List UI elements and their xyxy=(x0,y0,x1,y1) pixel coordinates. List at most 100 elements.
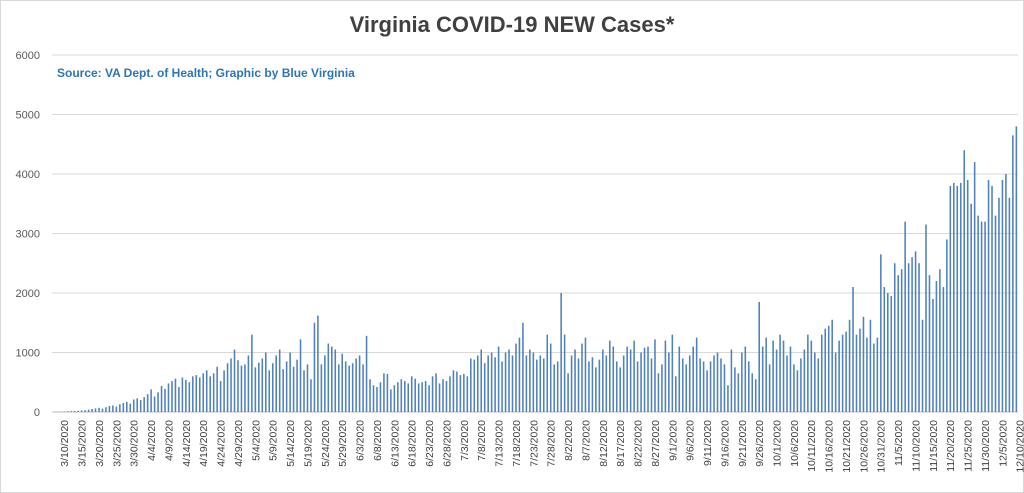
bar xyxy=(181,377,184,412)
bar xyxy=(869,319,872,412)
bar xyxy=(275,355,277,412)
x-tick-label: 10/11/2020 xyxy=(806,420,818,472)
bar xyxy=(1001,179,1004,412)
bar xyxy=(299,339,302,412)
bar xyxy=(956,185,959,412)
bar xyxy=(553,364,555,412)
x-tick-label: 9/16/2020 xyxy=(719,420,731,467)
bar xyxy=(101,408,104,412)
bar xyxy=(914,251,917,412)
bar xyxy=(862,316,865,412)
bar xyxy=(483,363,486,412)
bar xyxy=(748,361,750,412)
bar xyxy=(251,334,253,412)
chart-title: Virginia COVID-19 NEW Cases* xyxy=(349,12,675,37)
x-tick-label: 7/3/2020 xyxy=(459,420,471,461)
bar xyxy=(244,364,246,412)
bar xyxy=(66,411,69,412)
x-tick-label: 11/5/2020 xyxy=(893,420,905,466)
bar xyxy=(150,389,152,412)
bar xyxy=(230,358,232,412)
bar xyxy=(466,376,469,412)
bar xyxy=(240,365,243,412)
bar xyxy=(973,162,976,412)
bar xyxy=(470,358,472,412)
bar xyxy=(939,269,941,412)
bar xyxy=(820,334,823,412)
bar xyxy=(932,298,934,412)
bar xyxy=(946,239,948,412)
bar xyxy=(126,401,128,412)
x-tick-label: 5/9/2020 xyxy=(268,420,280,461)
x-tick-label: 9/26/2020 xyxy=(754,420,766,467)
bar xyxy=(202,373,205,412)
bar xyxy=(157,392,159,412)
bar xyxy=(212,373,215,412)
bar xyxy=(859,328,861,412)
bar xyxy=(414,378,416,412)
bar xyxy=(167,383,170,412)
x-tick-label: 11/30/2020 xyxy=(980,420,992,472)
bar xyxy=(445,381,448,412)
x-tick-label: 8/12/2020 xyxy=(598,420,610,467)
bar xyxy=(178,387,180,412)
bar xyxy=(959,182,962,412)
bar xyxy=(793,364,795,412)
bar xyxy=(70,411,72,412)
chart-subtitle: Source: VA Dept. of Health; Graphic by B… xyxy=(57,66,355,80)
bar xyxy=(942,287,945,412)
bar xyxy=(692,346,694,412)
x-tick-label: 6/8/2020 xyxy=(372,420,384,461)
bar xyxy=(532,352,535,412)
bar xyxy=(876,337,879,413)
bar xyxy=(216,366,218,412)
bar xyxy=(845,331,847,412)
bar xyxy=(515,343,517,412)
x-tick-label: 7/23/2020 xyxy=(528,420,540,467)
bar xyxy=(949,185,952,412)
y-tick-label: 4000 xyxy=(16,169,40,181)
bar xyxy=(390,389,392,412)
bar xyxy=(758,301,760,412)
bar xyxy=(480,349,483,412)
bar xyxy=(313,322,316,412)
bar xyxy=(449,376,451,412)
bar xyxy=(893,263,896,412)
x-tick-label: 3/30/2020 xyxy=(129,420,141,467)
bar xyxy=(619,367,621,413)
bar xyxy=(615,361,618,412)
bar xyxy=(814,352,816,412)
bar xyxy=(768,364,771,412)
bar xyxy=(723,364,726,412)
y-tick-label: 5000 xyxy=(16,110,40,122)
x-tick-label: 7/28/2020 xyxy=(546,420,558,467)
x-tick-label: 12/5/2020 xyxy=(997,420,1009,467)
bar xyxy=(699,358,701,412)
bar xyxy=(153,396,156,412)
bar xyxy=(668,352,670,412)
bar xyxy=(643,347,646,412)
bar xyxy=(407,383,410,412)
bar xyxy=(91,409,93,412)
bar xyxy=(334,349,337,412)
x-tick-label: 3/20/2020 xyxy=(94,420,106,467)
bar xyxy=(431,376,434,412)
bar xyxy=(463,373,465,412)
bar xyxy=(841,334,844,412)
bar xyxy=(925,224,927,412)
x-tick-label: 7/8/2020 xyxy=(476,420,488,461)
bar xyxy=(226,363,229,412)
bar xyxy=(442,379,444,412)
bar xyxy=(827,325,830,412)
bar xyxy=(456,371,458,412)
bar xyxy=(591,357,594,412)
bar xyxy=(383,373,385,412)
bar xyxy=(435,373,437,412)
bar xyxy=(1015,126,1018,413)
bar xyxy=(928,275,931,412)
bar xyxy=(417,383,420,412)
bar xyxy=(741,352,743,412)
x-axis: 3/10/2020 3/15/2020 3/20/2020 3/25/2020 3/30… xyxy=(59,420,1024,473)
x-tick-label: 8/22/2020 xyxy=(633,420,645,467)
